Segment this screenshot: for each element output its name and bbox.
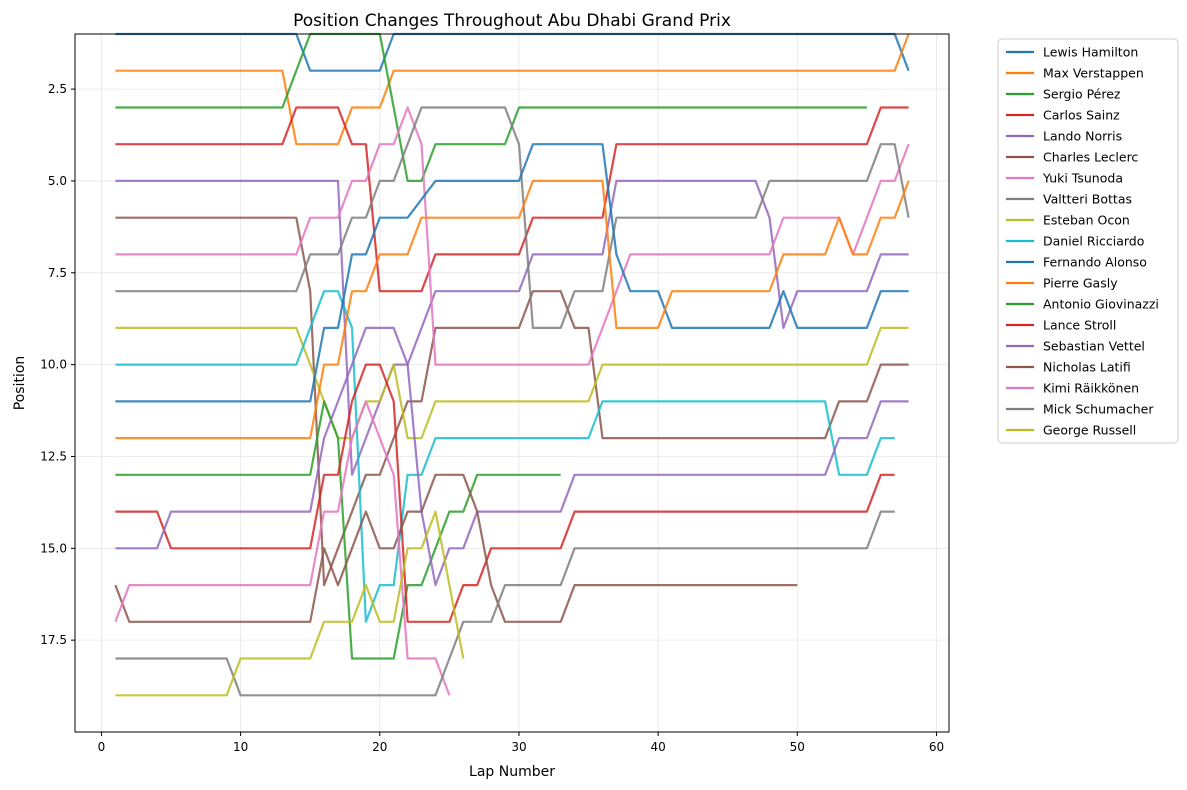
x-tick-label: 60 [929,740,944,754]
x-axis-ticks: 0 10 20 30 40 50 60 [98,732,944,754]
x-tick-label: 0 [98,740,106,754]
legend-label: Mick Schumacher [1043,402,1154,417]
chart-title: Position Changes Throughout Abu Dhabi Gr… [293,11,731,31]
y-axis-ticks: 2.5 5.0 7.5 10.0 12.5 15.0 17.5 [40,82,75,647]
series-line-12 [115,179,910,440]
legend-label: Sebastian Vettel [1043,339,1145,354]
series-line-7 [115,106,910,366]
y-tick-label: 2.5 [48,82,67,96]
series-line-3 [115,32,867,182]
x-tick-label: 20 [372,740,387,754]
legend-label: Esteban Ocon [1043,213,1130,228]
series-line-9 [115,326,909,440]
y-axis-title: Position [12,356,28,411]
y-tick-label: 7.5 [48,266,67,280]
grid [75,34,949,732]
y-tick-label: 12.5 [40,449,67,463]
legend-label: Lewis Hamilton [1043,45,1138,60]
series-line-16 [114,473,798,623]
series-line-10 [115,290,895,623]
y-tick-label: 17.5 [40,633,67,647]
legend-box [997,38,1179,444]
series-lines [114,32,910,697]
legend-label: Pierre Gasly [1043,276,1118,291]
series-line-13 [115,400,561,660]
legend-label: Valtteri Bottas [1043,192,1132,207]
plot-frame [74,33,950,733]
legend-label: Yuki Tsunoda [1042,171,1123,186]
legend-label: Lance Stroll [1043,318,1116,333]
x-tick-label: 30 [511,740,526,754]
x-tick-label: 50 [790,740,805,754]
x-tick-label: 10 [233,740,248,754]
y-tick-label: 5.0 [48,174,67,188]
series-line-5 [115,179,909,476]
series-line-15 [115,326,909,587]
series-line-17 [114,400,451,696]
y-tick-label: 15.0 [40,541,67,555]
series-line-8 [115,106,910,329]
legend-label: Sergio Pérez [1043,87,1121,102]
legend-label: Charles Leclerc [1043,150,1138,165]
legend-label: Kimi Räikkönen [1043,381,1139,396]
legend-label: Daniel Ricciardo [1043,234,1144,249]
legend-label: Antonio Giovinazzi [1043,297,1159,312]
series-line-19 [115,510,465,697]
series-line-14 [115,363,895,623]
series-line-11 [115,143,909,403]
series-line-4 [115,106,909,293]
legend: Lewis Hamilton Max Verstappen Sergio Pérez… [997,38,1179,444]
y-tick-label: 10.0 [40,358,67,372]
legend-label: Carlos Sainz [1043,108,1120,123]
legend-label: Nicholas Latifi [1043,360,1131,375]
x-tick-label: 40 [650,740,665,754]
series-line-1 [115,32,910,72]
x-axis-title: Lap Number [469,764,555,780]
series-line-18 [115,510,895,697]
legend-label: George Russell [1043,423,1136,438]
legend-label: Fernando Alonso [1043,255,1147,270]
legend-label: Max Verstappen [1043,66,1144,81]
legend-label: Lando Norris [1043,129,1122,144]
